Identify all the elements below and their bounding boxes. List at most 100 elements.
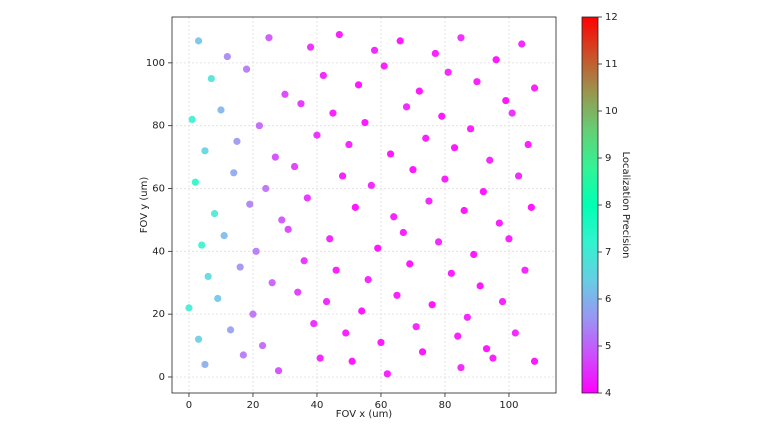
y-tick-label: 0 xyxy=(159,372,165,383)
point xyxy=(434,238,443,246)
point xyxy=(377,338,385,347)
point xyxy=(210,210,219,218)
point xyxy=(322,297,331,306)
point xyxy=(514,172,523,180)
point xyxy=(300,257,308,265)
plot-frame xyxy=(171,16,557,394)
x-tick-label: 60 xyxy=(375,400,388,411)
point xyxy=(470,250,478,259)
x-tick-label: 100 xyxy=(499,400,518,411)
point xyxy=(422,134,430,142)
point xyxy=(303,194,311,202)
point xyxy=(450,144,459,152)
point xyxy=(460,206,468,215)
point xyxy=(406,260,414,268)
colorbar-tick-label: 6 xyxy=(605,294,611,305)
point xyxy=(402,103,411,111)
point xyxy=(290,162,299,171)
point xyxy=(313,131,321,139)
point xyxy=(409,166,417,174)
colorbar-tick-label: 10 xyxy=(605,106,618,117)
point xyxy=(223,52,231,61)
point xyxy=(348,357,356,365)
point xyxy=(316,354,324,362)
point xyxy=(194,335,203,343)
x-tick-label: 40 xyxy=(311,400,324,411)
point xyxy=(457,363,465,372)
colorbar xyxy=(581,16,599,394)
point xyxy=(399,228,407,237)
y-tick-label: 20 xyxy=(152,309,165,320)
point xyxy=(358,307,366,315)
point xyxy=(258,341,267,350)
point xyxy=(390,213,398,221)
point xyxy=(492,56,500,64)
y-tick-label: 40 xyxy=(152,246,165,257)
point xyxy=(380,62,388,70)
point xyxy=(204,272,212,281)
point xyxy=(396,37,404,45)
point xyxy=(233,137,241,145)
point xyxy=(444,68,452,76)
point xyxy=(274,367,283,375)
point xyxy=(188,115,196,124)
x-tick-label: 0 xyxy=(186,400,192,411)
point xyxy=(338,172,347,180)
point xyxy=(332,266,340,274)
point xyxy=(524,140,532,149)
point xyxy=(198,241,206,249)
point xyxy=(367,181,375,189)
point xyxy=(207,74,215,83)
point xyxy=(370,46,379,54)
colorbar-label: Localization Precision xyxy=(620,151,631,258)
point xyxy=(521,266,529,274)
point xyxy=(530,357,539,365)
point xyxy=(249,310,257,318)
colorbar-tick-label: 4 xyxy=(605,388,611,399)
point xyxy=(284,225,292,233)
y-tick-label: 80 xyxy=(152,121,165,132)
point xyxy=(530,84,539,92)
point xyxy=(214,294,222,303)
point xyxy=(457,34,465,42)
point xyxy=(527,203,535,211)
colorbar-tick-label: 8 xyxy=(605,200,611,211)
point xyxy=(505,235,513,243)
point xyxy=(479,188,487,196)
point xyxy=(265,34,273,42)
point xyxy=(508,109,516,117)
point xyxy=(220,232,228,240)
point xyxy=(486,156,494,164)
point xyxy=(386,150,395,158)
point xyxy=(447,269,455,277)
point xyxy=(498,297,507,306)
point xyxy=(242,65,251,73)
colorbar-tick-label: 9 xyxy=(605,153,611,164)
point xyxy=(473,78,481,86)
point xyxy=(511,329,519,337)
point xyxy=(319,71,327,80)
y-axis-label: FOV y (um) xyxy=(139,177,150,234)
point xyxy=(431,49,439,58)
y-tick-label: 60 xyxy=(152,184,165,195)
colorbar-tick-label: 12 xyxy=(605,12,618,23)
point xyxy=(354,81,363,89)
x-axis-label: FOV x (um) xyxy=(336,409,393,420)
point xyxy=(230,169,238,177)
point xyxy=(217,106,225,114)
point xyxy=(297,100,305,108)
x-tick-label: 20 xyxy=(247,400,260,411)
point xyxy=(268,279,276,287)
point xyxy=(476,282,484,290)
point xyxy=(374,244,382,252)
point xyxy=(393,291,401,299)
point xyxy=(201,360,209,369)
point xyxy=(351,203,359,211)
point xyxy=(418,348,427,356)
point xyxy=(383,370,391,378)
colorbar-tick-label: 7 xyxy=(605,247,611,258)
point xyxy=(438,112,446,120)
point xyxy=(495,219,503,227)
colorbar-tick-label: 11 xyxy=(605,59,618,70)
